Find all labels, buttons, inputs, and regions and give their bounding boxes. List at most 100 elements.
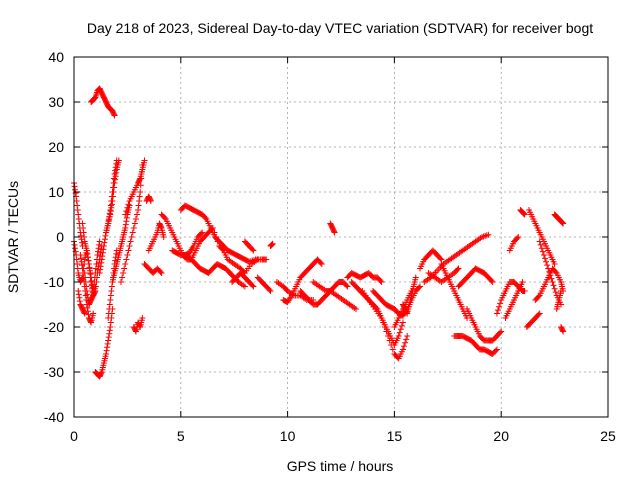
data-point <box>111 112 118 119</box>
data-point <box>373 304 380 311</box>
data-point <box>107 297 114 303</box>
data-point <box>417 283 424 290</box>
data-point <box>408 288 415 294</box>
data-point <box>108 204 115 211</box>
data-point <box>130 225 137 231</box>
data-point <box>79 220 86 227</box>
data-point <box>396 329 403 336</box>
series-s08 <box>92 306 116 380</box>
series-s11 <box>109 202 133 285</box>
y-tick-label: 30 <box>48 94 64 110</box>
data-point <box>131 220 138 227</box>
series-s14 <box>122 157 148 218</box>
series-s20 <box>177 202 270 265</box>
data-point <box>88 279 95 285</box>
series-s17 <box>145 220 167 254</box>
data-point <box>403 336 410 343</box>
series-s30 <box>310 279 359 312</box>
data-point <box>537 241 544 248</box>
data-point <box>546 268 553 275</box>
series-s41 <box>438 261 471 321</box>
data-point <box>437 255 444 262</box>
data-point <box>515 234 522 240</box>
data-point <box>158 223 165 230</box>
data-point <box>75 211 82 218</box>
data-point <box>548 275 555 282</box>
series-s25 <box>267 240 276 249</box>
data-point <box>127 238 134 245</box>
data-point <box>95 248 102 255</box>
data-point <box>100 246 107 253</box>
data-point <box>497 300 504 307</box>
data-point <box>83 283 90 290</box>
data-point <box>551 261 558 267</box>
data-point <box>102 232 109 239</box>
data-point <box>83 288 90 294</box>
data-point <box>111 111 118 118</box>
data-point <box>136 176 143 183</box>
data-point <box>98 256 105 263</box>
data-point <box>85 261 92 267</box>
data-point <box>521 210 528 217</box>
y-tick-label: 10 <box>48 184 64 200</box>
data-point <box>389 346 396 353</box>
y-tick-labels: -40 -30 -20 -10 0 10 20 30 40 <box>44 49 64 425</box>
data-point <box>267 288 274 294</box>
data-point <box>398 322 405 329</box>
data-point <box>106 306 113 312</box>
data-point <box>87 270 94 276</box>
data-point <box>520 210 527 217</box>
series-s01 <box>71 180 86 249</box>
data-point <box>404 333 411 339</box>
data-point <box>112 173 119 180</box>
data-point <box>109 193 116 200</box>
data-point <box>135 202 142 209</box>
data-point <box>268 241 275 248</box>
data-point <box>74 261 81 267</box>
data-point <box>455 265 462 272</box>
data-point <box>318 261 325 267</box>
data-point <box>331 229 338 236</box>
data-point <box>83 247 90 254</box>
x-tick-label: 20 <box>493 428 509 444</box>
data-point <box>124 204 131 211</box>
data-point <box>412 274 419 281</box>
data-point <box>544 262 551 269</box>
data-point <box>86 265 93 272</box>
data-point <box>97 263 104 270</box>
data-point <box>521 211 528 218</box>
data-point <box>92 288 99 294</box>
data-point <box>104 340 111 347</box>
chart-title: Day 218 of 2023, Sidereal Day-to-day VTE… <box>87 20 593 36</box>
data-point <box>122 261 129 267</box>
data-point <box>76 294 83 301</box>
data-point <box>263 256 270 263</box>
series-s55 <box>553 288 565 312</box>
series-s42 <box>455 265 496 290</box>
data-point <box>78 258 85 265</box>
data-point <box>547 272 554 279</box>
data-point <box>139 315 146 321</box>
series-s16 <box>141 261 165 276</box>
data-point <box>128 234 135 240</box>
x-tick-label: 10 <box>280 428 296 444</box>
data-point <box>545 265 552 272</box>
y-tick-label: -10 <box>44 274 64 290</box>
data-point <box>560 220 567 227</box>
axis-ticks <box>73 56 609 418</box>
data-point <box>90 310 97 317</box>
series-s54 <box>558 324 567 335</box>
data-point <box>123 218 130 225</box>
y-tick-label: 20 <box>48 139 64 155</box>
series-s39 <box>421 231 492 285</box>
series-s29 <box>297 279 351 308</box>
series-s07 <box>88 85 118 119</box>
data-point <box>141 157 148 164</box>
data-point <box>132 216 139 222</box>
data-point <box>488 277 495 284</box>
data-point <box>75 288 82 294</box>
series-s33 <box>348 279 406 348</box>
data-point <box>269 240 276 247</box>
data-point <box>317 259 324 266</box>
data-point <box>397 326 404 333</box>
